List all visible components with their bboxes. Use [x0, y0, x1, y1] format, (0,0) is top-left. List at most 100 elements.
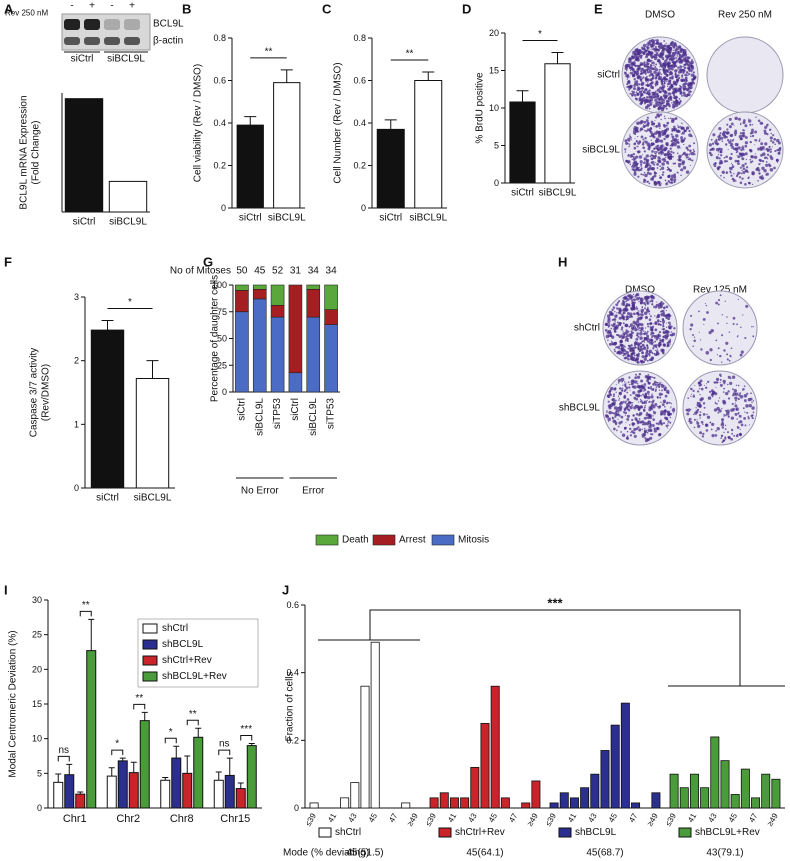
colony	[639, 84, 640, 85]
colony	[705, 303, 706, 304]
plate	[707, 37, 783, 113]
colony	[725, 156, 728, 159]
legend-label: shBCL9L+Rev	[695, 827, 760, 838]
colony	[662, 403, 665, 406]
colony	[627, 398, 630, 401]
bar	[129, 773, 138, 808]
colony	[647, 181, 649, 183]
colony	[632, 56, 635, 59]
bar-segment	[271, 317, 284, 392]
colony	[740, 167, 742, 169]
colony	[727, 390, 729, 392]
colony	[627, 78, 629, 80]
colony	[771, 133, 772, 134]
colony	[762, 152, 766, 156]
colony	[699, 394, 700, 395]
bar	[140, 721, 149, 808]
colony	[618, 414, 620, 416]
colony	[631, 154, 633, 156]
colony	[672, 333, 675, 336]
colony	[732, 178, 734, 180]
colony	[669, 339, 671, 341]
colony	[644, 174, 647, 177]
colony	[664, 406, 666, 408]
colony	[696, 410, 699, 413]
colony	[656, 427, 659, 430]
colony	[735, 403, 736, 404]
colony	[614, 406, 618, 410]
colony	[724, 157, 726, 159]
colony	[746, 412, 748, 414]
colony	[706, 311, 709, 314]
colony	[655, 73, 658, 76]
colony	[616, 351, 619, 354]
colony	[760, 142, 763, 145]
colony	[720, 175, 722, 177]
bar	[183, 773, 192, 808]
colony	[609, 332, 612, 335]
colony	[644, 102, 646, 104]
colony	[643, 390, 644, 391]
bar-segment	[253, 285, 266, 289]
colony	[640, 400, 643, 403]
bar	[581, 788, 589, 808]
legend-label: Mitosis	[458, 535, 489, 546]
bar	[237, 125, 263, 208]
colony	[636, 146, 637, 147]
colony	[627, 316, 629, 318]
colony	[659, 177, 662, 180]
colony	[661, 144, 663, 146]
colony	[681, 140, 683, 142]
colony	[728, 376, 731, 379]
colony	[667, 98, 669, 100]
bar	[501, 798, 509, 808]
colony	[655, 384, 657, 386]
colony	[736, 418, 738, 420]
colony	[663, 71, 666, 74]
colony	[642, 424, 644, 426]
colony	[610, 328, 612, 330]
colony	[647, 104, 650, 107]
colony	[628, 401, 631, 404]
colony	[753, 326, 754, 327]
colony	[624, 381, 625, 382]
colony	[725, 301, 726, 302]
error-bar	[227, 758, 233, 775]
legend-label: Arrest	[399, 535, 426, 546]
colony	[773, 138, 776, 141]
colony	[680, 174, 682, 176]
colony	[752, 184, 753, 185]
colony	[655, 83, 658, 86]
colony	[721, 435, 723, 437]
colony	[612, 398, 615, 401]
colony	[768, 164, 771, 167]
colony	[637, 313, 639, 315]
colony	[650, 386, 652, 388]
colony	[654, 151, 656, 153]
colony	[662, 350, 665, 353]
colony	[631, 419, 633, 421]
colony	[740, 149, 742, 151]
colony	[721, 418, 724, 421]
colony	[731, 433, 733, 435]
colony	[626, 70, 627, 71]
colony	[661, 107, 663, 109]
significance-label: ***	[240, 724, 252, 735]
x-tick-label: siBCL9L	[409, 213, 447, 224]
colony	[626, 337, 627, 338]
colony	[620, 408, 622, 410]
colony	[635, 138, 636, 139]
colony	[772, 141, 775, 144]
colony	[693, 395, 696, 398]
colony	[647, 63, 649, 65]
colony	[652, 61, 655, 64]
colony	[665, 135, 666, 136]
colony	[761, 123, 763, 125]
legend-label: shBCL9L	[575, 827, 617, 838]
colony	[776, 159, 778, 161]
colony	[762, 160, 764, 162]
colony	[661, 167, 664, 170]
bar-segment	[307, 289, 320, 317]
colony	[633, 158, 635, 160]
